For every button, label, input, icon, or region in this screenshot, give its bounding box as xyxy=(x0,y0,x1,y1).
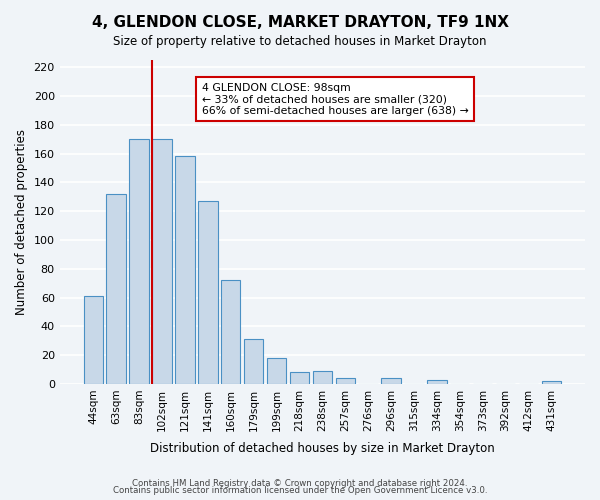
Bar xyxy=(198,201,218,384)
Text: Contains public sector information licensed under the Open Government Licence v3: Contains public sector information licen… xyxy=(113,486,487,495)
Bar xyxy=(106,194,126,384)
Bar xyxy=(267,358,286,384)
Bar xyxy=(83,296,103,384)
Text: Size of property relative to detached houses in Market Drayton: Size of property relative to detached ho… xyxy=(113,35,487,48)
X-axis label: Distribution of detached houses by size in Market Drayton: Distribution of detached houses by size … xyxy=(150,442,495,455)
Y-axis label: Number of detached properties: Number of detached properties xyxy=(15,129,28,315)
Bar xyxy=(130,139,149,384)
Bar xyxy=(542,381,561,384)
Bar xyxy=(290,372,309,384)
Text: Contains HM Land Registry data © Crown copyright and database right 2024.: Contains HM Land Registry data © Crown c… xyxy=(132,478,468,488)
Bar xyxy=(335,378,355,384)
Bar xyxy=(244,340,263,384)
Bar xyxy=(175,156,194,384)
Bar xyxy=(427,380,446,384)
Bar xyxy=(221,280,241,384)
Bar xyxy=(382,378,401,384)
Bar xyxy=(313,371,332,384)
Bar xyxy=(152,139,172,384)
Text: 4 GLENDON CLOSE: 98sqm
← 33% of detached houses are smaller (320)
66% of semi-de: 4 GLENDON CLOSE: 98sqm ← 33% of detached… xyxy=(202,82,468,116)
Text: 4, GLENDON CLOSE, MARKET DRAYTON, TF9 1NX: 4, GLENDON CLOSE, MARKET DRAYTON, TF9 1N… xyxy=(91,15,509,30)
